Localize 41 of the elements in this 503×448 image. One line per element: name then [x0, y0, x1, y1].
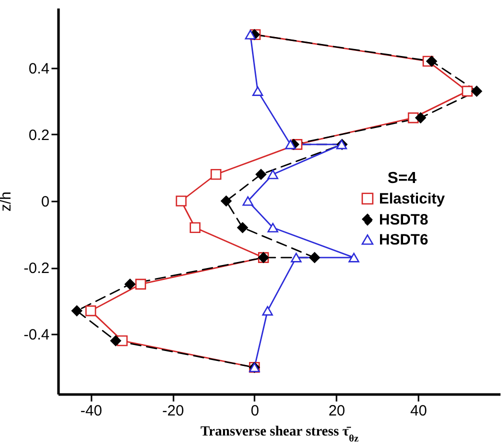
- point: [267, 170, 278, 180]
- x-tick-label: 20: [328, 402, 346, 420]
- x-tick-label: -40: [80, 402, 102, 420]
- point: [176, 196, 187, 206]
- y-tick-label: -0.4: [24, 326, 50, 344]
- point: [237, 222, 248, 234]
- point: [124, 278, 136, 290]
- point: [267, 222, 278, 232]
- point: [415, 112, 426, 124]
- y-axis-title: z/h: [0, 191, 15, 212]
- point: [262, 306, 273, 316]
- point: [85, 305, 96, 316]
- point: [309, 252, 320, 263]
- point: [71, 305, 82, 316]
- point: [256, 168, 266, 180]
- x-tick-label: -20: [162, 402, 184, 420]
- legend-label: Elasticity: [379, 190, 446, 208]
- point: [190, 222, 200, 234]
- x-tick-label: 40: [410, 402, 427, 420]
- legend-label: HSDT8: [379, 212, 428, 229]
- point: [471, 86, 482, 97]
- y-tick-label: 0.4: [28, 60, 50, 78]
- point: [135, 278, 146, 290]
- point: [252, 86, 264, 96]
- point: [285, 140, 296, 150]
- point: [242, 196, 254, 206]
- legend-title: S=4: [388, 170, 417, 188]
- x-tick-label: 0: [250, 402, 260, 420]
- point: [462, 86, 473, 97]
- point: [210, 168, 222, 180]
- legend-label: HSDT6: [379, 232, 428, 249]
- point: [220, 196, 232, 206]
- point: [110, 335, 122, 346]
- point: [426, 56, 438, 67]
- point: [348, 252, 360, 262]
- y-tick-label: 0.2: [28, 126, 50, 144]
- point: [290, 252, 302, 262]
- y-tick-label: -0.2: [24, 260, 50, 278]
- x-axis-title: Transverse shear stress τ̄$_{θz}$: [200, 424, 360, 444]
- y-tick-label: 0: [41, 194, 50, 210]
- point: [244, 30, 256, 40]
